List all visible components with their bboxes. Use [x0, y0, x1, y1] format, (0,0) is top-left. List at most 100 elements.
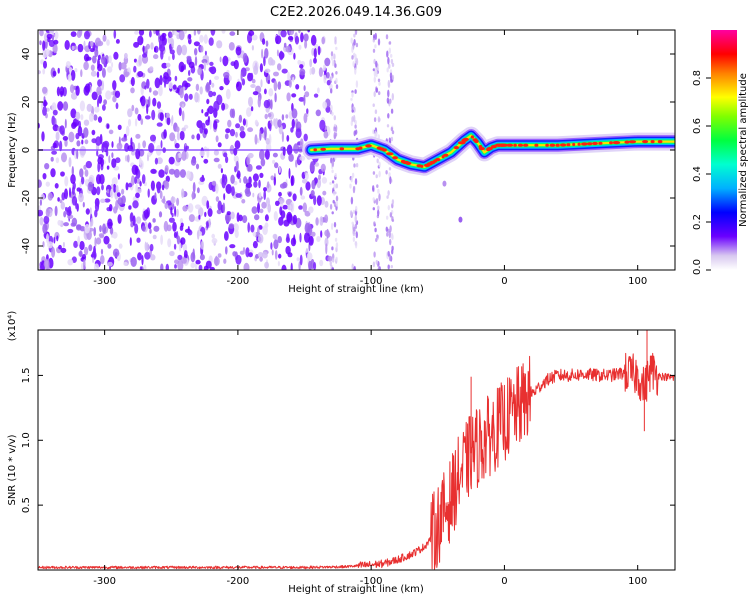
noise-band-speckle	[377, 205, 380, 211]
noise-speckle	[205, 82, 210, 92]
noise-speckle	[83, 119, 90, 126]
noise-speckle	[81, 254, 87, 260]
noise-speckle	[234, 140, 241, 150]
noise-speckle	[197, 30, 201, 35]
noise-band-speckle	[385, 226, 388, 232]
noise-speckle	[308, 260, 313, 270]
noise-speckle	[247, 152, 254, 159]
y-tick-label: 1.0	[21, 432, 32, 448]
noise-speckle	[242, 215, 248, 224]
noise-speckle	[50, 156, 54, 162]
noise-speckle	[242, 118, 246, 126]
noise-speckle	[41, 131, 45, 142]
noise-speckle	[305, 172, 309, 180]
noise-speckle	[292, 214, 298, 225]
noise-speckle	[290, 262, 293, 270]
noise-speckle	[92, 55, 97, 64]
noise-speckle	[100, 56, 106, 65]
noise-speckle	[158, 44, 166, 52]
noise-speckle	[311, 179, 316, 190]
noise-speckle	[250, 72, 254, 81]
noise-speckle	[252, 173, 259, 182]
noise-speckle	[70, 31, 77, 37]
noise-speckle	[182, 243, 188, 252]
noise-speckle	[84, 169, 89, 177]
noise-speckle	[159, 75, 163, 86]
noise-speckle	[159, 112, 164, 122]
ridge-peak	[572, 142, 576, 147]
noise-speckle	[251, 34, 258, 41]
noise-speckle	[320, 163, 326, 172]
noise-band-speckle	[373, 117, 377, 122]
noise-band-speckle	[377, 38, 381, 46]
noise-band-speckle	[391, 234, 394, 241]
noise-speckle	[217, 253, 222, 258]
noise-speckle	[176, 197, 180, 206]
noise-speckle	[251, 206, 258, 214]
noise-speckle	[211, 180, 217, 186]
spectrogram-xlabel: Height of straight line (km)	[288, 284, 424, 295]
noise-speckle	[207, 208, 213, 217]
x-tick-label: 100	[628, 276, 647, 287]
noise-band-speckle	[375, 238, 378, 242]
noise-speckle	[153, 54, 159, 60]
noise-speckle	[94, 237, 97, 248]
noise-speckle	[144, 241, 147, 251]
figure-title: C2E2.2026.049.14.36.G09	[270, 5, 442, 20]
noise-speckle	[63, 211, 67, 218]
noise-speckle	[121, 137, 128, 142]
noise-speckle	[309, 58, 313, 68]
noise-speckle	[119, 74, 126, 83]
noise-speckle	[188, 33, 192, 40]
noise-band-speckle	[373, 221, 376, 226]
noise-speckle	[62, 101, 69, 111]
noise-band-speckle	[352, 106, 355, 111]
noise-speckle	[254, 214, 260, 221]
noise-speckle	[112, 183, 117, 193]
noise-speckle	[235, 131, 238, 138]
noise-speckle	[103, 99, 107, 105]
noise-band-speckle	[389, 225, 392, 233]
noise-speckle	[107, 66, 113, 73]
noise-speckle	[286, 211, 293, 223]
noise-speckle	[194, 48, 198, 56]
spectrogram-marks	[38, 30, 675, 270]
noise-speckle	[223, 71, 230, 79]
noise-speckle	[258, 179, 261, 189]
noise-speckle	[328, 83, 333, 90]
noise-speckle	[164, 77, 170, 85]
noise-speckle	[164, 202, 169, 209]
noise-speckle	[198, 214, 201, 220]
noise-speckle	[322, 64, 326, 71]
noise-band-speckle	[352, 61, 355, 67]
noise-speckle	[286, 135, 290, 142]
noise-band-speckle	[387, 89, 390, 98]
colorbar-tick-label: 0.4	[692, 166, 703, 182]
noise-band-speckle	[372, 129, 375, 135]
noise-speckle	[140, 95, 146, 107]
noise-speckle	[151, 109, 156, 121]
noise-speckle	[65, 206, 68, 212]
noise-speckle	[135, 148, 141, 160]
noise-speckle	[78, 30, 83, 37]
noise-speckle	[293, 143, 300, 154]
noise-speckle	[83, 61, 89, 71]
noise-speckle	[199, 254, 205, 261]
noise-band-speckle	[353, 130, 356, 137]
noise-speckle	[199, 150, 206, 157]
noise-band-speckle	[354, 223, 358, 229]
noise-speckle	[152, 218, 156, 223]
noise-speckle	[310, 34, 317, 46]
noise-speckle	[51, 34, 55, 42]
noise-speckle	[97, 63, 103, 72]
noise-speckle	[81, 262, 84, 270]
noise-speckle	[270, 175, 275, 181]
noise-speckle	[153, 30, 156, 35]
noise-speckle	[273, 176, 276, 186]
noise-speckle	[197, 67, 203, 76]
noise-speckle	[243, 262, 250, 270]
noise-band-speckle	[375, 259, 378, 265]
noise-speckle	[174, 264, 177, 269]
noise-speckle	[133, 65, 137, 73]
noise-speckle	[76, 203, 79, 212]
